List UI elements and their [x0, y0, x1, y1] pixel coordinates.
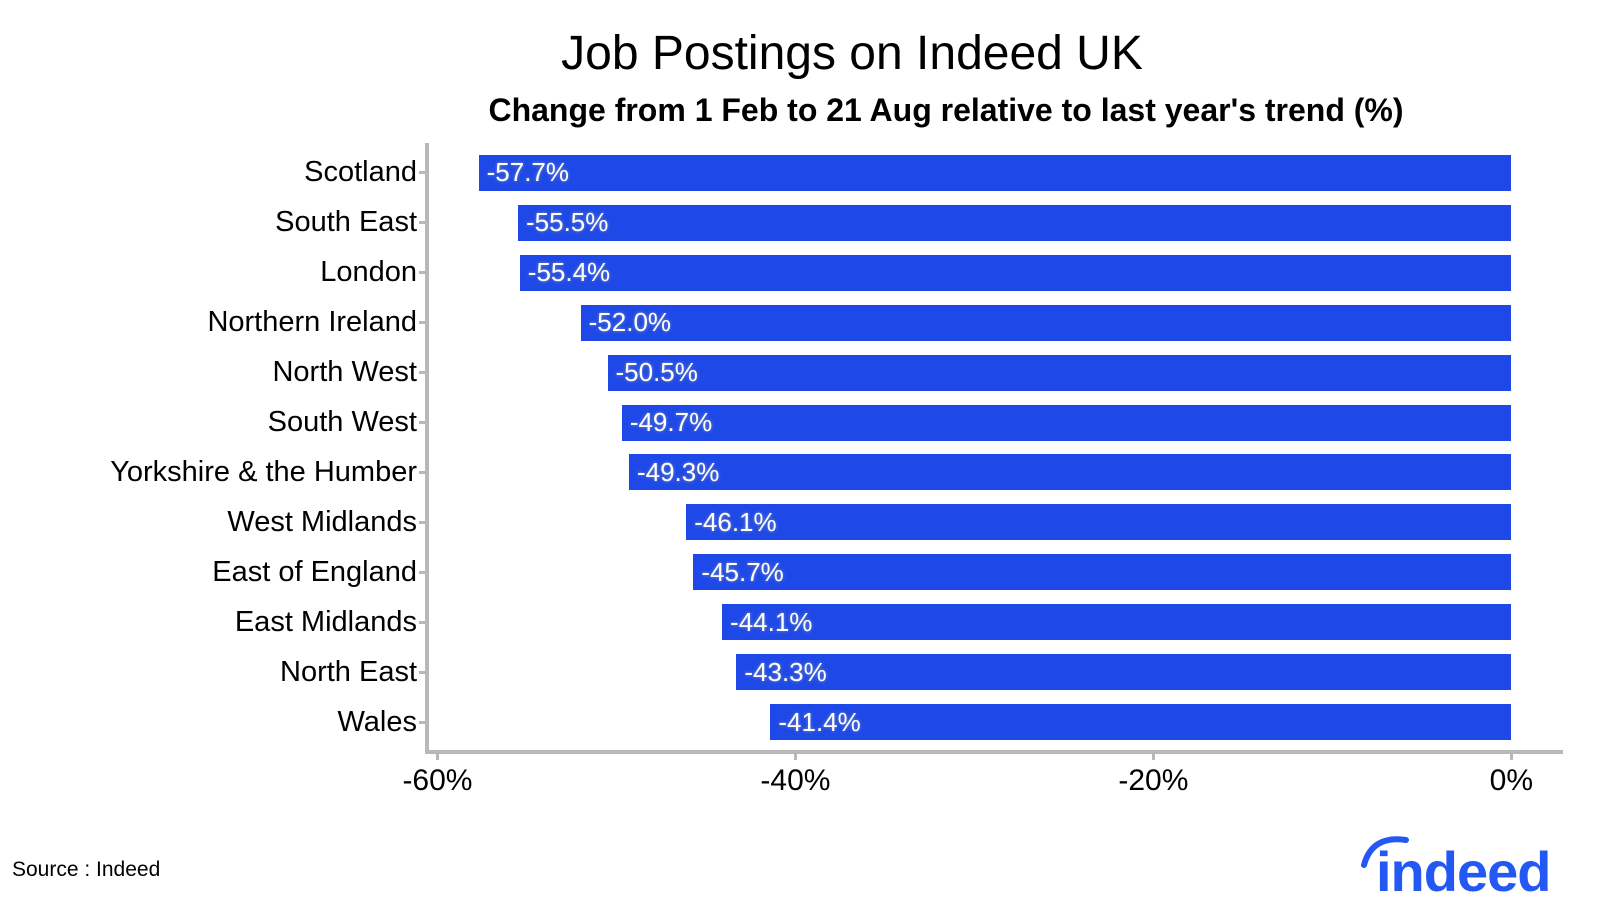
chart-subtitle: Change from 1 Feb to 21 Aug relative to … — [488, 92, 1404, 128]
x-axis-tick-label: 0% — [1489, 764, 1534, 797]
source-caption: Source : Indeed — [12, 858, 161, 881]
bar: -49.7% — [621, 404, 1512, 441]
x-axis-line — [425, 750, 1563, 754]
y-axis-label: East of England — [212, 555, 417, 588]
bar: -44.1% — [722, 604, 1512, 641]
bar: -50.5% — [607, 354, 1512, 391]
bar-value-label: -55.5% — [526, 207, 609, 238]
bar-value-label: -57.7% — [486, 157, 570, 188]
bar: -43.3% — [736, 654, 1512, 691]
bar-value-label: -52.0% — [588, 307, 672, 338]
bar: -55.5% — [518, 204, 1512, 241]
y-axis-label: South West — [267, 406, 417, 439]
y-axis-tick — [419, 271, 425, 275]
bar-value-label: -43.3% — [744, 656, 827, 687]
y-axis-tick — [419, 670, 425, 674]
indeed-logo: indeed — [1361, 836, 1551, 897]
bar: -49.3% — [628, 454, 1512, 491]
bar-value-label: -45.7% — [701, 556, 784, 587]
y-axis-tick — [419, 371, 425, 375]
indeed-logo-swoosh-icon — [1361, 836, 1409, 868]
y-axis-label: Northern Ireland — [207, 306, 417, 339]
y-axis-label: Wales — [337, 705, 418, 738]
bar-value-label: -46.1% — [694, 506, 777, 537]
y-axis-tick — [419, 321, 425, 325]
x-axis-tick-label: -60% — [402, 764, 473, 797]
bar: -52.0% — [580, 304, 1512, 341]
indeed-logo-wordmark: indeed — [1376, 840, 1550, 897]
bar-value-label: -49.7% — [629, 407, 713, 438]
bar: -45.7% — [693, 554, 1512, 591]
bar-value-label: -55.4% — [527, 257, 611, 288]
y-axis-tick — [419, 171, 425, 175]
bar-value-label: -41.4% — [778, 706, 861, 737]
y-axis-tick — [419, 620, 425, 624]
y-axis-label: East Midlands — [234, 605, 417, 638]
y-axis-label: West Midlands — [227, 505, 417, 538]
bar: -57.7% — [478, 154, 1512, 191]
y-axis-label: London — [320, 256, 417, 289]
y-axis-tick — [419, 520, 425, 524]
x-axis-tick — [793, 754, 797, 760]
bar: -41.4% — [770, 704, 1512, 741]
bar-value-label: -44.1% — [730, 606, 813, 637]
y-axis-label: Yorkshire & the Humber — [110, 455, 417, 488]
bar-value-label: -49.3% — [636, 456, 720, 487]
y-axis-tick — [419, 421, 425, 425]
y-axis-label: Scotland — [304, 156, 417, 189]
x-axis-tick — [435, 754, 439, 760]
bar: -55.4% — [519, 254, 1512, 291]
y-axis-tick — [419, 570, 425, 574]
bar-value-label: -50.5% — [615, 357, 698, 388]
y-axis-tick — [419, 221, 425, 225]
x-axis-tick-label: -20% — [1118, 764, 1189, 797]
y-axis-tick — [419, 720, 425, 724]
x-axis-tick-label: -40% — [760, 764, 831, 797]
x-axis-tick — [1151, 754, 1155, 760]
y-axis-label: North West — [272, 356, 417, 389]
y-axis-tick — [419, 470, 425, 474]
y-axis-label: North East — [280, 655, 417, 688]
y-axis-line — [425, 143, 429, 754]
x-axis-tick — [1509, 754, 1513, 760]
bar: -46.1% — [686, 504, 1512, 541]
y-axis-label: South East — [275, 206, 417, 239]
chart-title: Job Postings on Indeed UK — [561, 27, 1143, 80]
